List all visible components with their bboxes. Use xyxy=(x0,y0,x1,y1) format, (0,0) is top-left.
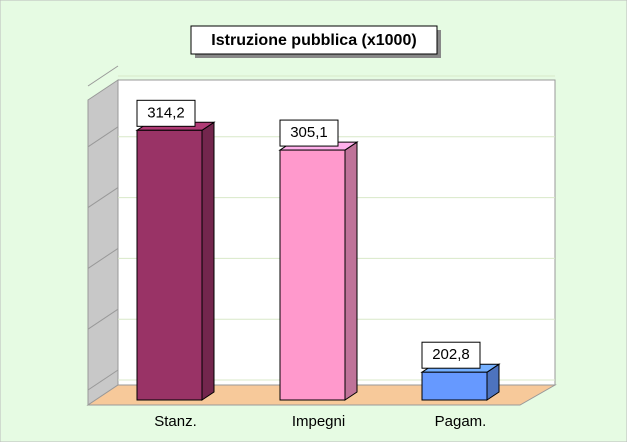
x-tick-label: Pagam. xyxy=(435,413,487,430)
side-grid-line xyxy=(87,308,119,330)
value-label: 202,8 xyxy=(432,346,470,363)
chart-title: Istruzione pubblica (x1000) xyxy=(211,32,416,49)
x-tick-label: Stanz. xyxy=(154,413,197,430)
value-label: 314,2 xyxy=(147,104,185,121)
side-grid-line xyxy=(87,187,119,209)
value-label-box xyxy=(421,341,481,369)
side-grid-line xyxy=(87,65,119,87)
value-label-box xyxy=(279,119,339,147)
side-grid-line xyxy=(87,247,119,269)
title-box xyxy=(190,25,438,55)
value-label-box xyxy=(136,99,196,127)
side-wall xyxy=(87,79,119,406)
bar-side xyxy=(344,141,358,401)
x-tick-label: Impegni xyxy=(292,413,345,430)
bar xyxy=(279,149,346,401)
bar-side xyxy=(201,121,215,401)
bar xyxy=(421,371,488,401)
value-label: 305,1 xyxy=(290,124,328,141)
side-grid-line xyxy=(87,126,119,148)
bar xyxy=(136,129,203,401)
side-grid-line xyxy=(87,369,119,391)
